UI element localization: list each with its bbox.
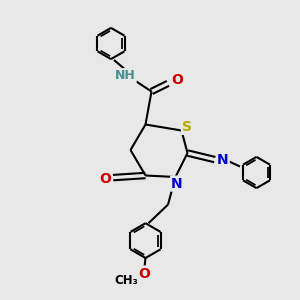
Text: O: O [138, 267, 150, 280]
Text: O: O [171, 73, 183, 86]
Text: N: N [217, 153, 229, 166]
Text: N: N [171, 177, 183, 190]
Text: NH: NH [115, 69, 136, 82]
Text: S: S [182, 120, 192, 134]
Text: O: O [99, 172, 111, 186]
Text: CH₃: CH₃ [114, 274, 138, 287]
